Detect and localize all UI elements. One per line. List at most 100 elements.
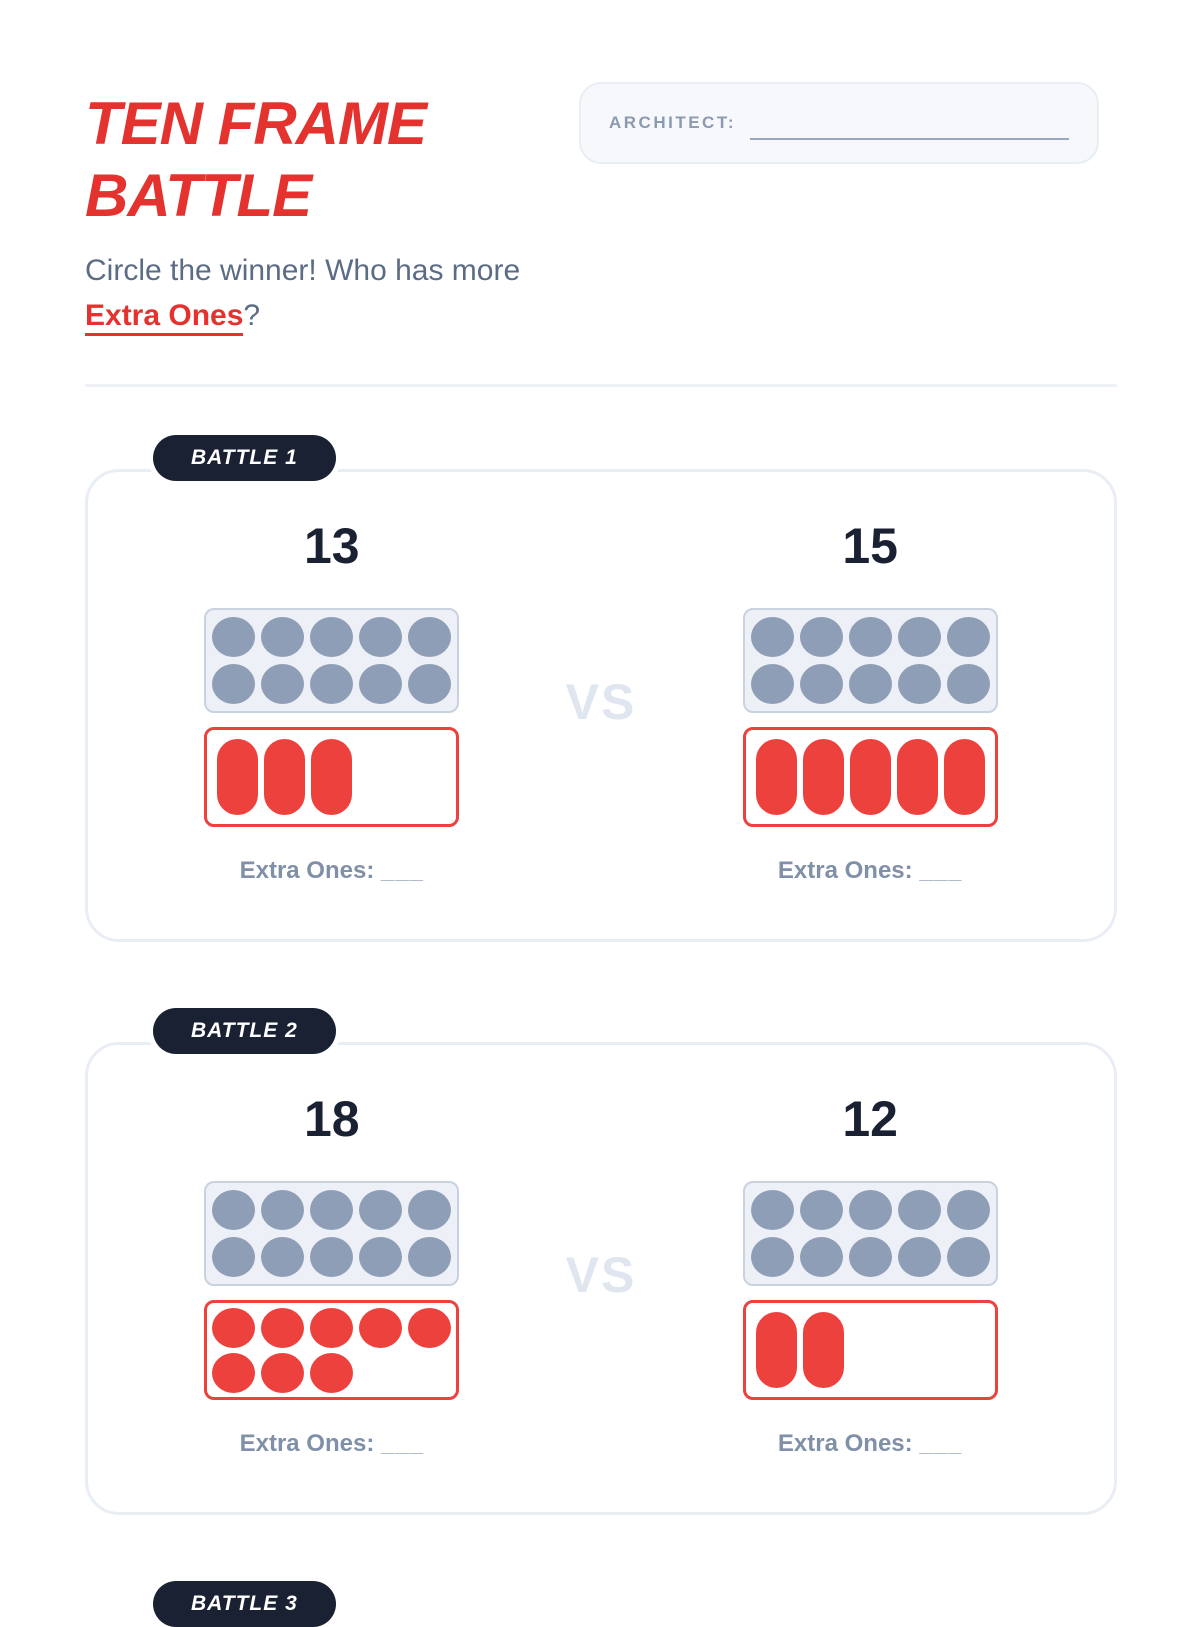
architect-name-box: ARCHITECT: [579, 82, 1099, 164]
battle-card-inner: 18 Extra Ones: ___ VS 12 Extra Ones: ___ [98, 1091, 1104, 1458]
ten-frame-dot [897, 617, 941, 657]
extra-one-dot [310, 1352, 354, 1393]
ten-frame-dot [848, 664, 892, 704]
vs-label: VS [565, 673, 637, 730]
ten-frame-dot [408, 1237, 452, 1277]
extra-one-pill [802, 1312, 844, 1388]
header: TEN FRAME BATTLE ARCHITECT: [85, 82, 1117, 232]
ten-frame-dot [359, 1190, 403, 1230]
ten-frame-dot [408, 1190, 452, 1230]
extra-ones-label-text: Extra Ones: [239, 857, 375, 884]
battle-card: 18 Extra Ones: ___ VS 12 Extra Ones: ___ [85, 1042, 1117, 1515]
instructions: Circle the winner! Who has more Extra On… [85, 248, 1117, 338]
player-number: 13 [304, 518, 360, 574]
ten-frame-dot [212, 617, 256, 657]
instructions-line-1: Circle the winner! Who has more [85, 254, 521, 287]
extra-one-dot [359, 1307, 403, 1348]
extra-one-pill [943, 739, 985, 815]
extra-one-pill [217, 739, 259, 815]
extra-ones-frame [742, 727, 998, 827]
battle-2-player-left[interactable]: 18 Extra Ones: ___ [204, 1091, 460, 1458]
extra-one-pill [264, 739, 306, 815]
extra-ones-label: Extra Ones: ___ [778, 857, 962, 885]
ten-frame-dot [750, 1190, 794, 1230]
extra-ones-label: Extra Ones: ___ [240, 1430, 424, 1458]
ten-frame-dot [946, 664, 990, 704]
ten-frame-dot [310, 617, 354, 657]
extra-one-pill [311, 739, 353, 815]
ten-frame-dot [848, 1190, 892, 1230]
ten-frame-dot [310, 664, 354, 704]
extra-ones-label-text: Extra Ones: [239, 1430, 375, 1457]
player-number: 12 [842, 1091, 898, 1147]
battle-badge-label: BATTLE 2 [191, 1019, 298, 1042]
vs-label: VS [565, 1246, 637, 1303]
ten-frame-dot [897, 664, 941, 704]
extra-one-pill [849, 739, 891, 815]
extra-ones-label-text: Extra Ones: [777, 857, 913, 884]
ten-frame-dot [848, 617, 892, 657]
battle-section-3: BATTLE 3 [85, 1581, 1117, 1627]
page-title: TEN FRAME BATTLE [85, 88, 427, 232]
extra-ones-answer-blank[interactable]: ___ [380, 857, 425, 884]
ten-frame [742, 608, 998, 713]
extra-one-dot [212, 1307, 256, 1348]
ten-frame-dot [212, 1237, 256, 1277]
ten-frame-dot [946, 1237, 990, 1277]
battle-badge-label: BATTLE 1 [191, 446, 298, 469]
extra-one-dot [408, 1307, 452, 1348]
title-line-2: BATTLE [85, 162, 312, 229]
ten-frame-dot [799, 1237, 843, 1277]
ten-frame-dot [310, 1237, 354, 1277]
ten-frame-dot [359, 664, 403, 704]
ten-frame-dot [212, 664, 256, 704]
extra-one-dot [212, 1352, 256, 1393]
battle-badge: BATTLE 2 [153, 1008, 336, 1054]
extra-one-dot [261, 1352, 305, 1393]
ten-frame-dot [359, 1237, 403, 1277]
extra-one-dot [310, 1307, 354, 1348]
ten-frame-dot [408, 617, 452, 657]
battle-badge-label: BATTLE 3 [191, 1592, 298, 1615]
ten-frame-dot [750, 617, 794, 657]
extra-ones-answer-blank[interactable]: ___ [919, 1430, 963, 1457]
title-line-1: TEN FRAME [85, 90, 427, 157]
ten-frame-dot [261, 617, 305, 657]
ten-frame-dot [799, 617, 843, 657]
extra-ones-frame [204, 1300, 460, 1400]
battle-1-player-left[interactable]: 13 Extra Ones: ___ [204, 518, 460, 885]
battle-badge: BATTLE 1 [153, 435, 336, 481]
battle-section-2: BATTLE 2 18 Extra Ones: ___ VS 12 Extra … [85, 1008, 1117, 1515]
ten-frame-dot [261, 1190, 305, 1230]
extra-ones-answer-blank[interactable]: ___ [919, 857, 963, 884]
question-mark: ? [243, 299, 261, 332]
battles-list: BATTLE 1 13 Extra Ones: ___ VS 15 Extra … [85, 435, 1117, 1627]
ten-frame-dot [799, 664, 843, 704]
extra-ones-answer-blank[interactable]: ___ [380, 1430, 425, 1457]
extra-ones-label-text: Extra Ones: [777, 1430, 913, 1457]
ten-frame-dot [212, 1190, 256, 1230]
battle-2-player-right[interactable]: 12 Extra Ones: ___ [742, 1091, 998, 1458]
extra-one-dot [261, 1307, 305, 1348]
extra-one-pill [755, 739, 797, 815]
extra-ones-term: Extra Ones [85, 299, 244, 336]
extra-ones-frame [742, 1300, 998, 1400]
ten-frame-dot [750, 1237, 794, 1277]
ten-frame-dot [310, 1190, 354, 1230]
extra-ones-label: Extra Ones: ___ [778, 1430, 962, 1458]
battle-badge: BATTLE 3 [153, 1581, 336, 1627]
ten-frame-dot [897, 1190, 941, 1230]
player-number: 15 [842, 518, 898, 574]
battle-card: 13 Extra Ones: ___ VS 15 Extra Ones: ___ [85, 469, 1117, 942]
instructions-line-2: Extra Ones? [85, 293, 1117, 338]
battle-1-player-right[interactable]: 15 Extra Ones: ___ [742, 518, 998, 885]
ten-frame-dot [946, 617, 990, 657]
extra-one-pill [802, 739, 844, 815]
extra-one-pill [755, 1312, 797, 1388]
architect-name-input-line[interactable] [750, 106, 1069, 140]
ten-frame-dot [848, 1237, 892, 1277]
ten-frame-dot [750, 664, 794, 704]
ten-frame-dot [359, 617, 403, 657]
extra-ones-frame [204, 727, 460, 827]
